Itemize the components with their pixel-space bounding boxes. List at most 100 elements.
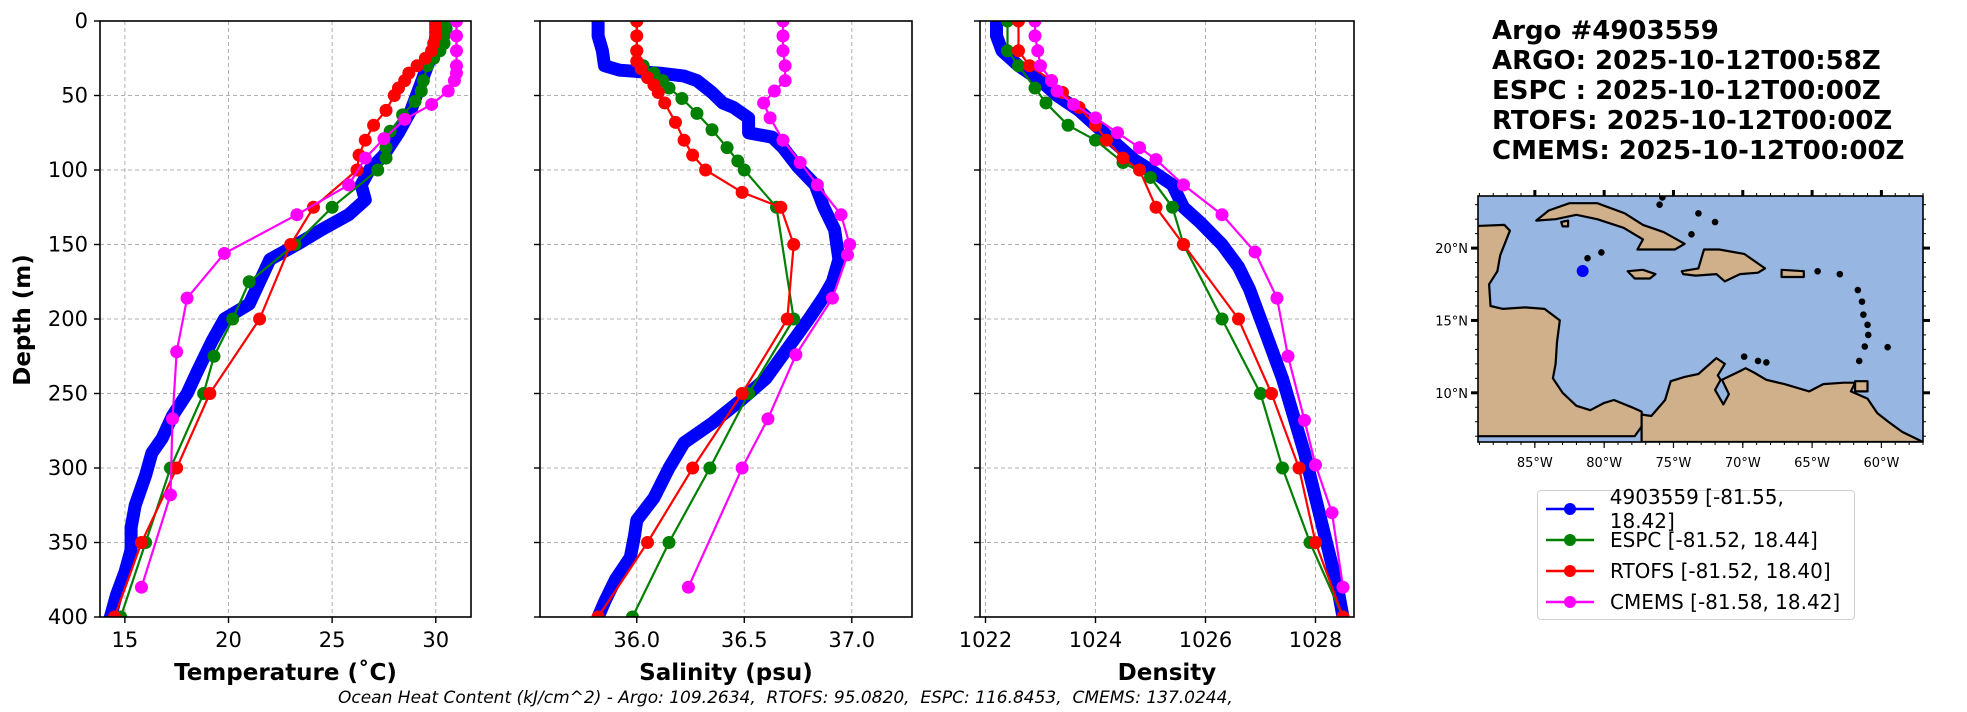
data-point-cmems [449, 44, 463, 58]
data-point-espc [1089, 133, 1102, 147]
isla-juventud [1560, 219, 1570, 228]
data-point-espc [414, 84, 428, 98]
density-axis-label: Density [1118, 660, 1217, 686]
map-x-tick-label: 65°W [1794, 456, 1830, 471]
puerto-rico [1780, 268, 1805, 279]
legend-marker-argo [1546, 503, 1594, 515]
central-america [1478, 223, 1645, 438]
density-panel: 1022 1024 1026 1028 Density [959, 20, 1355, 686]
island [1860, 311, 1867, 318]
data-point-rtofs [387, 89, 401, 102]
legend-item-rtofs: RTOFS [-81.52, 18.40] [1538, 556, 1831, 586]
argo-float-marker [1576, 264, 1589, 277]
data-point-espc [371, 163, 385, 177]
title-rtofs-time: RTOFS: 2025-10-12T00:00Z [1492, 106, 1893, 136]
data-point-rtofs [630, 29, 644, 43]
data-point-rtofs [634, 62, 648, 76]
data-point-cmems [358, 151, 372, 165]
data-point-cmems [1045, 74, 1058, 88]
data-point-cmems [1309, 458, 1322, 472]
data-point-cmems [776, 44, 790, 58]
island [1688, 231, 1695, 238]
location-map: 85°W 80°W 75°W 70°W 65°W 60°W 10°N 15°N 20°N [1435, 190, 1930, 471]
data-point-rtofs [1100, 133, 1113, 147]
data-point-rtofs [1177, 238, 1190, 251]
data-point-rtofs [686, 148, 700, 162]
data-point-espc [731, 154, 745, 168]
data-point-espc [737, 163, 751, 177]
data-point-cmems [778, 74, 792, 88]
trinidad [1853, 380, 1869, 393]
data-point-cmems [840, 248, 854, 262]
x-tick-label: 20 [215, 628, 242, 652]
legend-item-argo: 4903559 [-81.55, 18.42] [1538, 485, 1854, 533]
island [1861, 343, 1869, 350]
data-point-espc [325, 200, 339, 214]
data-point-cmems [1336, 580, 1350, 594]
data-point-espc [1028, 81, 1042, 95]
data-point-cmems [163, 488, 177, 502]
data-point-espc [720, 141, 734, 155]
data-point-espc [1001, 21, 1014, 28]
data-point-cmems [180, 291, 194, 305]
island [1814, 267, 1821, 275]
data-point-espc [1144, 170, 1157, 184]
data-point-cmems [449, 29, 463, 43]
series-line-4903559 [591, 21, 846, 617]
data-point-espc [226, 312, 240, 326]
data-point-cmems [761, 412, 775, 426]
data-point-cmems [793, 156, 807, 170]
data-point-rtofs [379, 103, 393, 117]
data-point-cmems [1028, 29, 1042, 43]
data-point-rtofs [630, 21, 644, 28]
data-point-rtofs [170, 461, 184, 475]
hispaniola [1680, 248, 1767, 283]
data-point-cmems [767, 84, 781, 98]
island [1864, 331, 1872, 339]
data-point-cmems [810, 178, 824, 192]
island [1754, 357, 1762, 365]
data-point-espc [1166, 200, 1179, 214]
data-point-cmems [1270, 291, 1284, 305]
data-point-rtofs [358, 133, 372, 147]
x-tick-label: 1026 [1179, 628, 1232, 652]
data-point-cmems [449, 21, 463, 28]
data-point-rtofs [108, 610, 122, 617]
data-point-rtofs [203, 387, 217, 400]
data-point-espc [408, 94, 422, 108]
data-point-espc [625, 610, 639, 617]
data-point-espc [1001, 44, 1014, 58]
data-point-cmems [1281, 349, 1295, 363]
data-point-rtofs [686, 461, 700, 475]
legend-label: 4903559 [-81.55, 18.42] [1609, 485, 1784, 533]
data-point-cmems [1089, 111, 1102, 125]
data-point-rtofs [774, 200, 788, 214]
data-point-cmems [757, 96, 771, 110]
data-point-cmems [1325, 506, 1339, 520]
data-point-cmems [776, 133, 790, 147]
data-point-rtofs [735, 387, 749, 400]
x-tick-label: 30 [422, 628, 449, 652]
ocean-heat-content-caption: Ocean Heat Content (kJ/cm^2) - Argo: 109… [338, 688, 1233, 708]
data-point-espc [703, 461, 717, 475]
island [1854, 286, 1862, 294]
data-point-espc [1039, 96, 1053, 110]
data-point-rtofs [1012, 21, 1025, 28]
data-point-cmems [843, 238, 857, 251]
data-point-cmems [425, 97, 439, 111]
data-point-rtofs [630, 44, 644, 58]
island [1884, 343, 1891, 351]
data-point-espc [207, 349, 221, 363]
data-point-cmems [1111, 126, 1124, 140]
data-point-rtofs [1336, 610, 1350, 617]
data-point-cmems [1215, 208, 1229, 222]
data-point-espc [1061, 118, 1075, 132]
y-tick-label: 300 [48, 456, 88, 480]
y-tick-label: 50 [61, 84, 88, 108]
data-point-cmems [1298, 413, 1311, 427]
island [1656, 201, 1663, 208]
data-point-rtofs [1265, 387, 1278, 400]
island [1763, 359, 1770, 366]
data-point-cmems [1067, 97, 1080, 111]
